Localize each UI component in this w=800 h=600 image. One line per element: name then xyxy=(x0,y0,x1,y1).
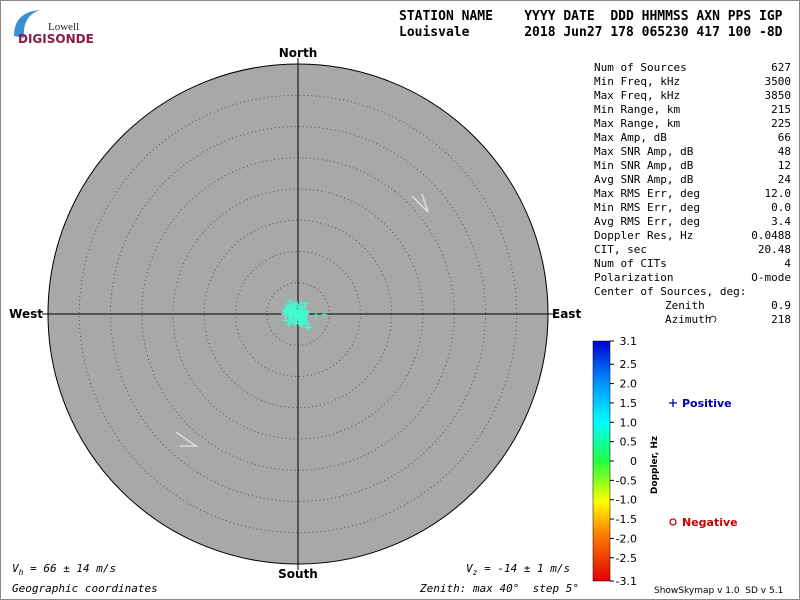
stat-label: Min RMS Err, deg xyxy=(594,201,700,214)
stat-label: Avg SNR Amp, dB xyxy=(594,173,694,186)
colorbar-tick-label: 2.0 xyxy=(620,378,638,391)
stat-value: 218 xyxy=(771,313,791,326)
source-point xyxy=(283,302,290,309)
stat-value: 215 xyxy=(771,103,791,116)
source-point xyxy=(285,311,291,318)
source-point xyxy=(301,303,308,310)
source-point xyxy=(291,313,298,320)
logo-top: Lowell xyxy=(48,21,79,33)
stat-label: Max RMS Err, deg xyxy=(594,187,700,200)
logo-swoosh xyxy=(14,10,40,38)
source-point xyxy=(281,307,288,314)
colorbar-tick-label: 0.5 xyxy=(620,436,638,449)
azimuth-icon xyxy=(709,315,717,323)
source-point xyxy=(295,319,302,326)
stat-value: 0.9 xyxy=(771,299,791,312)
colorbar-tick-label: 3.1 xyxy=(620,335,638,348)
stat-label: Avg RMS Err, deg xyxy=(594,215,700,228)
stat-label: Num of Sources xyxy=(594,61,687,74)
colorbar-tick-label: 1.0 xyxy=(620,416,638,429)
stat-value: 4 xyxy=(784,257,791,270)
stat-label: Min Range, km xyxy=(594,103,680,116)
colorbar-tick-label: -1.0 xyxy=(616,494,637,507)
legend-marker xyxy=(669,399,677,407)
stat-label: Center of Sources, deg: xyxy=(594,285,746,298)
legend-label: Negative xyxy=(682,516,738,529)
stat-value: 3.4 xyxy=(771,215,791,228)
source-point xyxy=(287,318,294,325)
stat-label: Min SNR Amp, dB xyxy=(594,159,694,172)
stat-label: Max Freq, kHz xyxy=(594,89,680,102)
stat-label: Polarization xyxy=(594,271,673,284)
stat-value: 627 xyxy=(771,61,791,74)
legend-label: Positive xyxy=(682,397,732,410)
source-point xyxy=(286,298,293,305)
source-point xyxy=(290,319,297,326)
stat-value: 66 xyxy=(778,131,791,144)
stat-value: 12.0 xyxy=(765,187,792,200)
source-point xyxy=(321,311,328,318)
compass-south: South xyxy=(278,567,318,581)
compass-east: East xyxy=(552,307,581,321)
stat-value: 225 xyxy=(771,117,791,130)
colorbar-tick-label: -0.5 xyxy=(616,474,637,487)
colorbar-tick-label: -1.5 xyxy=(616,513,637,526)
source-point xyxy=(301,310,308,317)
stat-value: O-mode xyxy=(751,271,791,284)
source-point xyxy=(291,306,298,312)
header-line: STATION NAME YYYY DATE DDD HHMMSS AXN PP… xyxy=(399,9,783,24)
logo-bottom: DIGISONDE xyxy=(18,32,94,46)
stat-label: Num of CITs xyxy=(594,257,667,270)
stat-value: 12 xyxy=(778,159,791,172)
zenith-label: Zenith: max 40° step 5° xyxy=(419,582,579,595)
stat-value: 3850 xyxy=(765,89,792,102)
velocity-marker xyxy=(411,193,429,213)
source-point xyxy=(302,314,309,321)
source-point xyxy=(303,300,310,307)
stat-label: Max Range, km xyxy=(594,117,680,130)
source-point xyxy=(313,312,320,319)
colorbar-tick-label: 2.5 xyxy=(620,358,638,371)
colorbar-tick-label: 1.5 xyxy=(620,397,638,410)
stat-label: Max SNR Amp, dB xyxy=(594,145,694,158)
skymap: North South East West Positive Negative xyxy=(9,46,737,581)
stat-value: 24 xyxy=(778,173,792,186)
stats-table: Num of Sources 627 Min Freq, kHz 3500 Max Fr… xyxy=(594,61,791,326)
stat-value: 0.0 xyxy=(771,201,791,214)
velocity-marker xyxy=(175,431,199,447)
colorbar-tick-label: -2.5 xyxy=(616,552,637,565)
stat-label: CIT, sec xyxy=(594,243,647,256)
colorbar-tick-label: 0 xyxy=(630,455,637,468)
source-point xyxy=(304,324,311,331)
stat-value: 0.0488 xyxy=(751,229,791,242)
colorbar-tick-label: -3.1 xyxy=(616,575,637,588)
stat-label: Doppler Res, Hz xyxy=(594,229,693,242)
legend-marker xyxy=(669,518,677,526)
header-line: Louisvale 2018 Jun27 178 065230 417 100 … xyxy=(399,25,783,40)
source-point xyxy=(282,317,289,324)
stat-label: Azimuth xyxy=(665,313,711,326)
colorbar: 3.1 2.5 2.0 1.5 1.0 0.5 0 -0.5 -1.0 -1.5 -2.0 -2.5 -… xyxy=(592,335,660,588)
vz-label: Vz = -14 ± 1 m/s xyxy=(466,562,570,577)
stat-label: Min Freq, kHz xyxy=(594,75,680,88)
stat-value: 48 xyxy=(778,145,791,158)
vh-label: Vh = 66 ± 14 m/s xyxy=(12,562,116,577)
stat-label: Zenith xyxy=(665,299,705,312)
colorbar-tick-label: -2.0 xyxy=(616,532,637,545)
source-point xyxy=(285,321,292,328)
version-label: ShowSkymap v 1.0 SD v 5.1 xyxy=(654,586,783,596)
stat-value: 3500 xyxy=(765,75,792,88)
compass-north: North xyxy=(279,46,317,60)
stat-value: 20.48 xyxy=(758,243,791,256)
colorbar-scale xyxy=(592,340,611,582)
colorbar-label: Doppler, Hz xyxy=(650,436,660,494)
stat-label: Max Amp, dB xyxy=(594,131,667,144)
coords-label: Geographic coordinates xyxy=(12,582,158,595)
compass-west: West xyxy=(9,307,43,321)
